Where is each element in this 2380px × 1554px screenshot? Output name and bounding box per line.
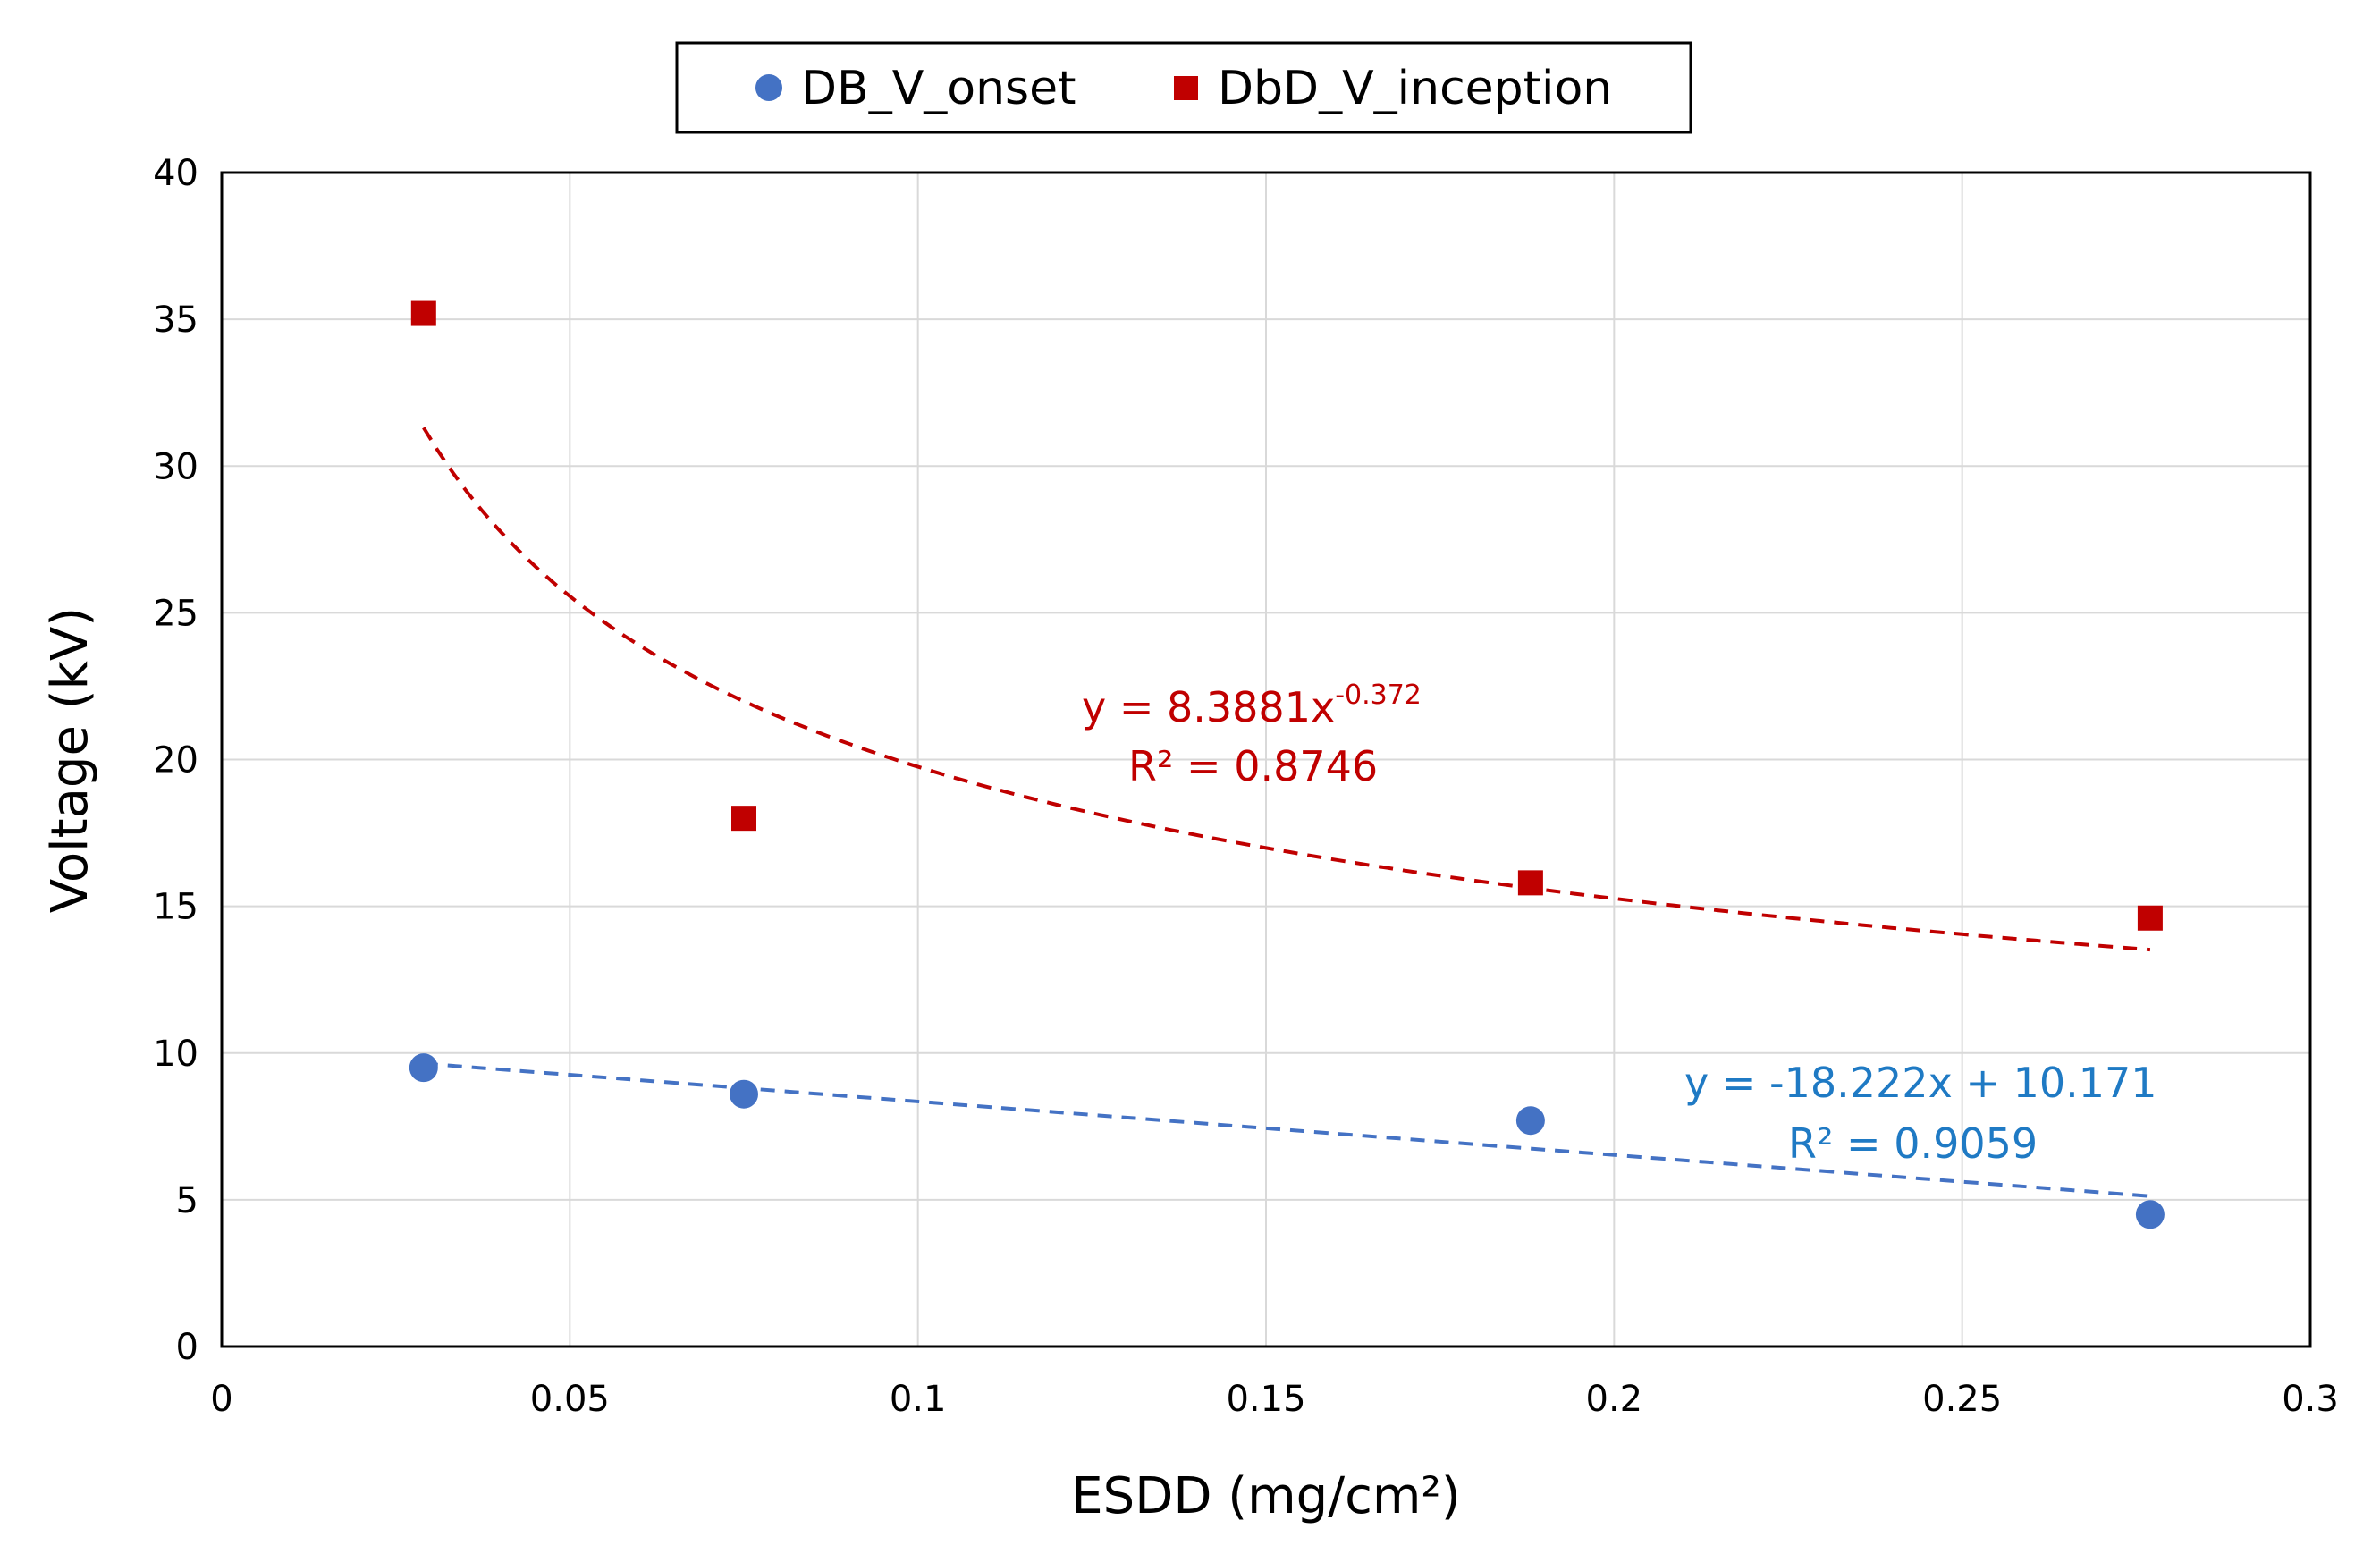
power-equation-exponent: -0.372 bbox=[1335, 680, 1422, 711]
x-tick-label: 0 bbox=[210, 1379, 232, 1420]
data-point-db_v_onset bbox=[2135, 1200, 2165, 1229]
data-point-db_v_onset bbox=[730, 1079, 758, 1109]
data-points bbox=[409, 300, 2165, 1229]
x-axis-ticks: 0 0.05 0.1 0.15 0.2 0.25 0.3 bbox=[210, 1379, 2339, 1420]
plot-area-border bbox=[220, 171, 2312, 1348]
legend: DB_V_onset DbD_V_inception bbox=[675, 41, 1692, 134]
x-tick-label: 0.1 bbox=[890, 1379, 947, 1420]
x-tick-label: 0.3 bbox=[2282, 1379, 2339, 1420]
data-point-dbd_v_inception bbox=[731, 806, 756, 832]
y-axis-ticks: 0 5 10 15 20 25 30 35 40 bbox=[153, 153, 198, 1368]
x-tick-label: 0.25 bbox=[1922, 1379, 2002, 1420]
y-tick-label: 35 bbox=[153, 300, 198, 341]
legend-label-dbd-v-inception: DbD_V_inception bbox=[1218, 62, 1612, 115]
y-axis-title: Voltage (kV) bbox=[41, 607, 99, 913]
x-axis-title: ESDD (mg/cm²) bbox=[1071, 1467, 1460, 1525]
y-tick-label: 20 bbox=[153, 740, 198, 781]
power-equation-base: y = 8.3881x bbox=[1082, 683, 1335, 731]
y-tick-label: 30 bbox=[153, 446, 198, 487]
data-point-dbd_v_inception bbox=[2137, 905, 2163, 931]
x-tick-label: 0.15 bbox=[1226, 1379, 1305, 1420]
y-tick-label: 40 bbox=[153, 153, 198, 194]
power-trendline-r-squared: R² = 0.8746 bbox=[1128, 742, 1378, 790]
grid-lines bbox=[222, 173, 2310, 1347]
linear-trendline-r-squared: R² = 0.9059 bbox=[1788, 1119, 2038, 1168]
x-tick-label: 0.2 bbox=[1586, 1379, 1643, 1420]
y-tick-label: 15 bbox=[153, 887, 198, 928]
power-trendline-equation: y = 8.3881x-0.372 bbox=[1082, 680, 1422, 731]
trendline-dbd_v_inception bbox=[422, 427, 2151, 952]
trendline-equation-power: y = 8.3881x-0.372 R² = 0.8746 bbox=[1082, 680, 1422, 790]
trendlines bbox=[422, 427, 2151, 1198]
data-point-db_v_onset bbox=[1515, 1106, 1545, 1136]
x-tick-label: 0.05 bbox=[530, 1379, 610, 1420]
data-point-dbd_v_inception bbox=[410, 300, 436, 326]
legend-marker-dbd-v-inception bbox=[1174, 76, 1198, 100]
y-tick-label: 0 bbox=[176, 1327, 198, 1368]
trendline-equation-linear: y = -18.222x + 10.171 R² = 0.9059 bbox=[1684, 1059, 2157, 1168]
data-point-db_v_onset bbox=[409, 1053, 438, 1083]
legend-label-db-v-onset: DB_V_onset bbox=[801, 62, 1076, 115]
linear-trendline-equation: y = -18.222x + 10.171 bbox=[1684, 1059, 2157, 1107]
data-point-dbd_v_inception bbox=[1517, 870, 1543, 896]
legend-marker-db-v-onset bbox=[755, 74, 782, 101]
y-tick-label: 10 bbox=[153, 1034, 198, 1075]
y-tick-label: 25 bbox=[153, 593, 198, 634]
y-tick-label: 5 bbox=[176, 1180, 198, 1221]
